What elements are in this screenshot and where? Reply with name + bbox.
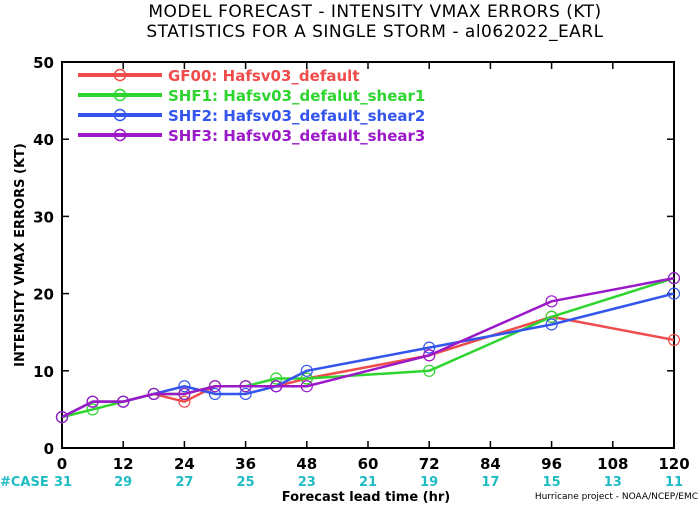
data-point: [423, 364, 436, 377]
data-point: [667, 287, 681, 300]
series-layer: [55, 272, 681, 424]
x-tick-label: 96: [541, 455, 562, 473]
legend-label: SHF3: Hafsv03_default_shear3: [168, 127, 425, 145]
case-counts: 31 29 27 25 23 21 19 17 15 13 11: [54, 475, 683, 490]
legend-swatch-marker: [113, 128, 127, 142]
case-count: 29: [114, 475, 132, 490]
y-axis-label: INTENSITY VMAX ERRORS (KT): [13, 143, 28, 367]
data-point: [300, 380, 313, 393]
series-3: [55, 272, 681, 424]
x-tick-label: 36: [235, 455, 256, 473]
legend-swatch-marker: [113, 88, 127, 102]
data-point: [270, 372, 283, 385]
plot-axes: 0 12 24 36 48 60 72 84 96 108 120 0 10 20 30 40 50: [33, 54, 690, 473]
case-count: 13: [604, 475, 622, 490]
case-count: 23: [298, 475, 316, 490]
data-point: [667, 333, 681, 347]
y-tick-label: 10: [33, 363, 54, 381]
case-count: 25: [237, 475, 255, 490]
case-label: #CASE: [0, 475, 49, 490]
data-point: [55, 411, 69, 424]
data-point: [117, 395, 130, 408]
data-point: [178, 380, 191, 393]
data-point: [667, 272, 681, 285]
case-count: 15: [543, 475, 561, 490]
y-tick-label: 30: [33, 208, 54, 226]
legend-item: SHF1: Hafsv03_defalut_shear1: [78, 87, 425, 105]
data-point: [208, 387, 222, 401]
data-point: [270, 380, 283, 393]
data-point: [300, 364, 313, 377]
legend-swatch-marker: [113, 68, 127, 82]
data-point: [147, 387, 160, 401]
x-axis-label: Forecast lead time (hr): [282, 490, 450, 505]
y-tick-label: 0: [44, 440, 54, 458]
series-0: [55, 310, 681, 424]
data-point: [545, 310, 558, 323]
series-line: [61, 276, 675, 419]
legend: GF00: Hafsv03_default SHF1: Hafsv03_defal…: [78, 67, 425, 145]
data-point: [178, 395, 191, 408]
data-point: [178, 387, 191, 401]
series-line: [61, 276, 675, 419]
data-point: [239, 380, 252, 393]
x-tick-label: 60: [358, 455, 379, 473]
x-tick-label: 72: [419, 455, 440, 473]
legend-label: GF00: Hafsv03_default: [168, 67, 359, 85]
data-point: [208, 380, 222, 393]
series-line: [61, 315, 675, 419]
y-tick-label: 50: [33, 54, 54, 72]
series-line: [61, 292, 675, 419]
legend-item: SHF3: Hafsv03_default_shear3: [78, 127, 425, 145]
legend-label: SHF1: Hafsv03_defalut_shear1: [168, 87, 425, 105]
chart-title: MODEL FORECAST - INTENSITY VMAX ERRORS (…: [148, 2, 601, 22]
case-count: 31: [54, 475, 72, 490]
series-2: [55, 287, 681, 424]
data-point: [545, 295, 558, 308]
data-point: [239, 387, 252, 401]
x-tick-label: 24: [174, 455, 195, 473]
case-count: 21: [359, 475, 377, 490]
x-tick-label: 12: [113, 455, 134, 473]
credit-text: Hurricane project - NOAA/NCEP/EMC: [535, 492, 698, 502]
x-tick-label: 0: [57, 455, 67, 473]
data-point: [423, 349, 436, 362]
legend-item: GF00: Hafsv03_default: [78, 67, 359, 85]
x-tick-label: 120: [658, 455, 689, 473]
x-tick-label: 108: [597, 455, 628, 473]
legend-swatch-marker: [113, 108, 127, 122]
legend-label: SHF2: Hafsv03_default_shear2: [168, 107, 425, 125]
data-point: [86, 395, 99, 408]
legend-item: SHF2: Hafsv03_default_shear2: [78, 107, 425, 125]
case-count: 11: [665, 475, 683, 490]
case-count: 27: [175, 475, 193, 490]
data-point: [545, 318, 558, 331]
data-point: [300, 372, 313, 385]
y-tick-label: 20: [33, 286, 54, 304]
case-count: 19: [420, 475, 438, 490]
x-tick-label: 48: [296, 455, 317, 473]
data-point: [86, 403, 99, 416]
x-tick-label: 84: [480, 455, 501, 473]
case-count: 17: [481, 475, 499, 490]
y-tick-label: 40: [33, 131, 54, 149]
data-point: [423, 341, 436, 354]
chart-subtitle: STATISTICS FOR A SINGLE STORM - al062022…: [146, 22, 603, 42]
